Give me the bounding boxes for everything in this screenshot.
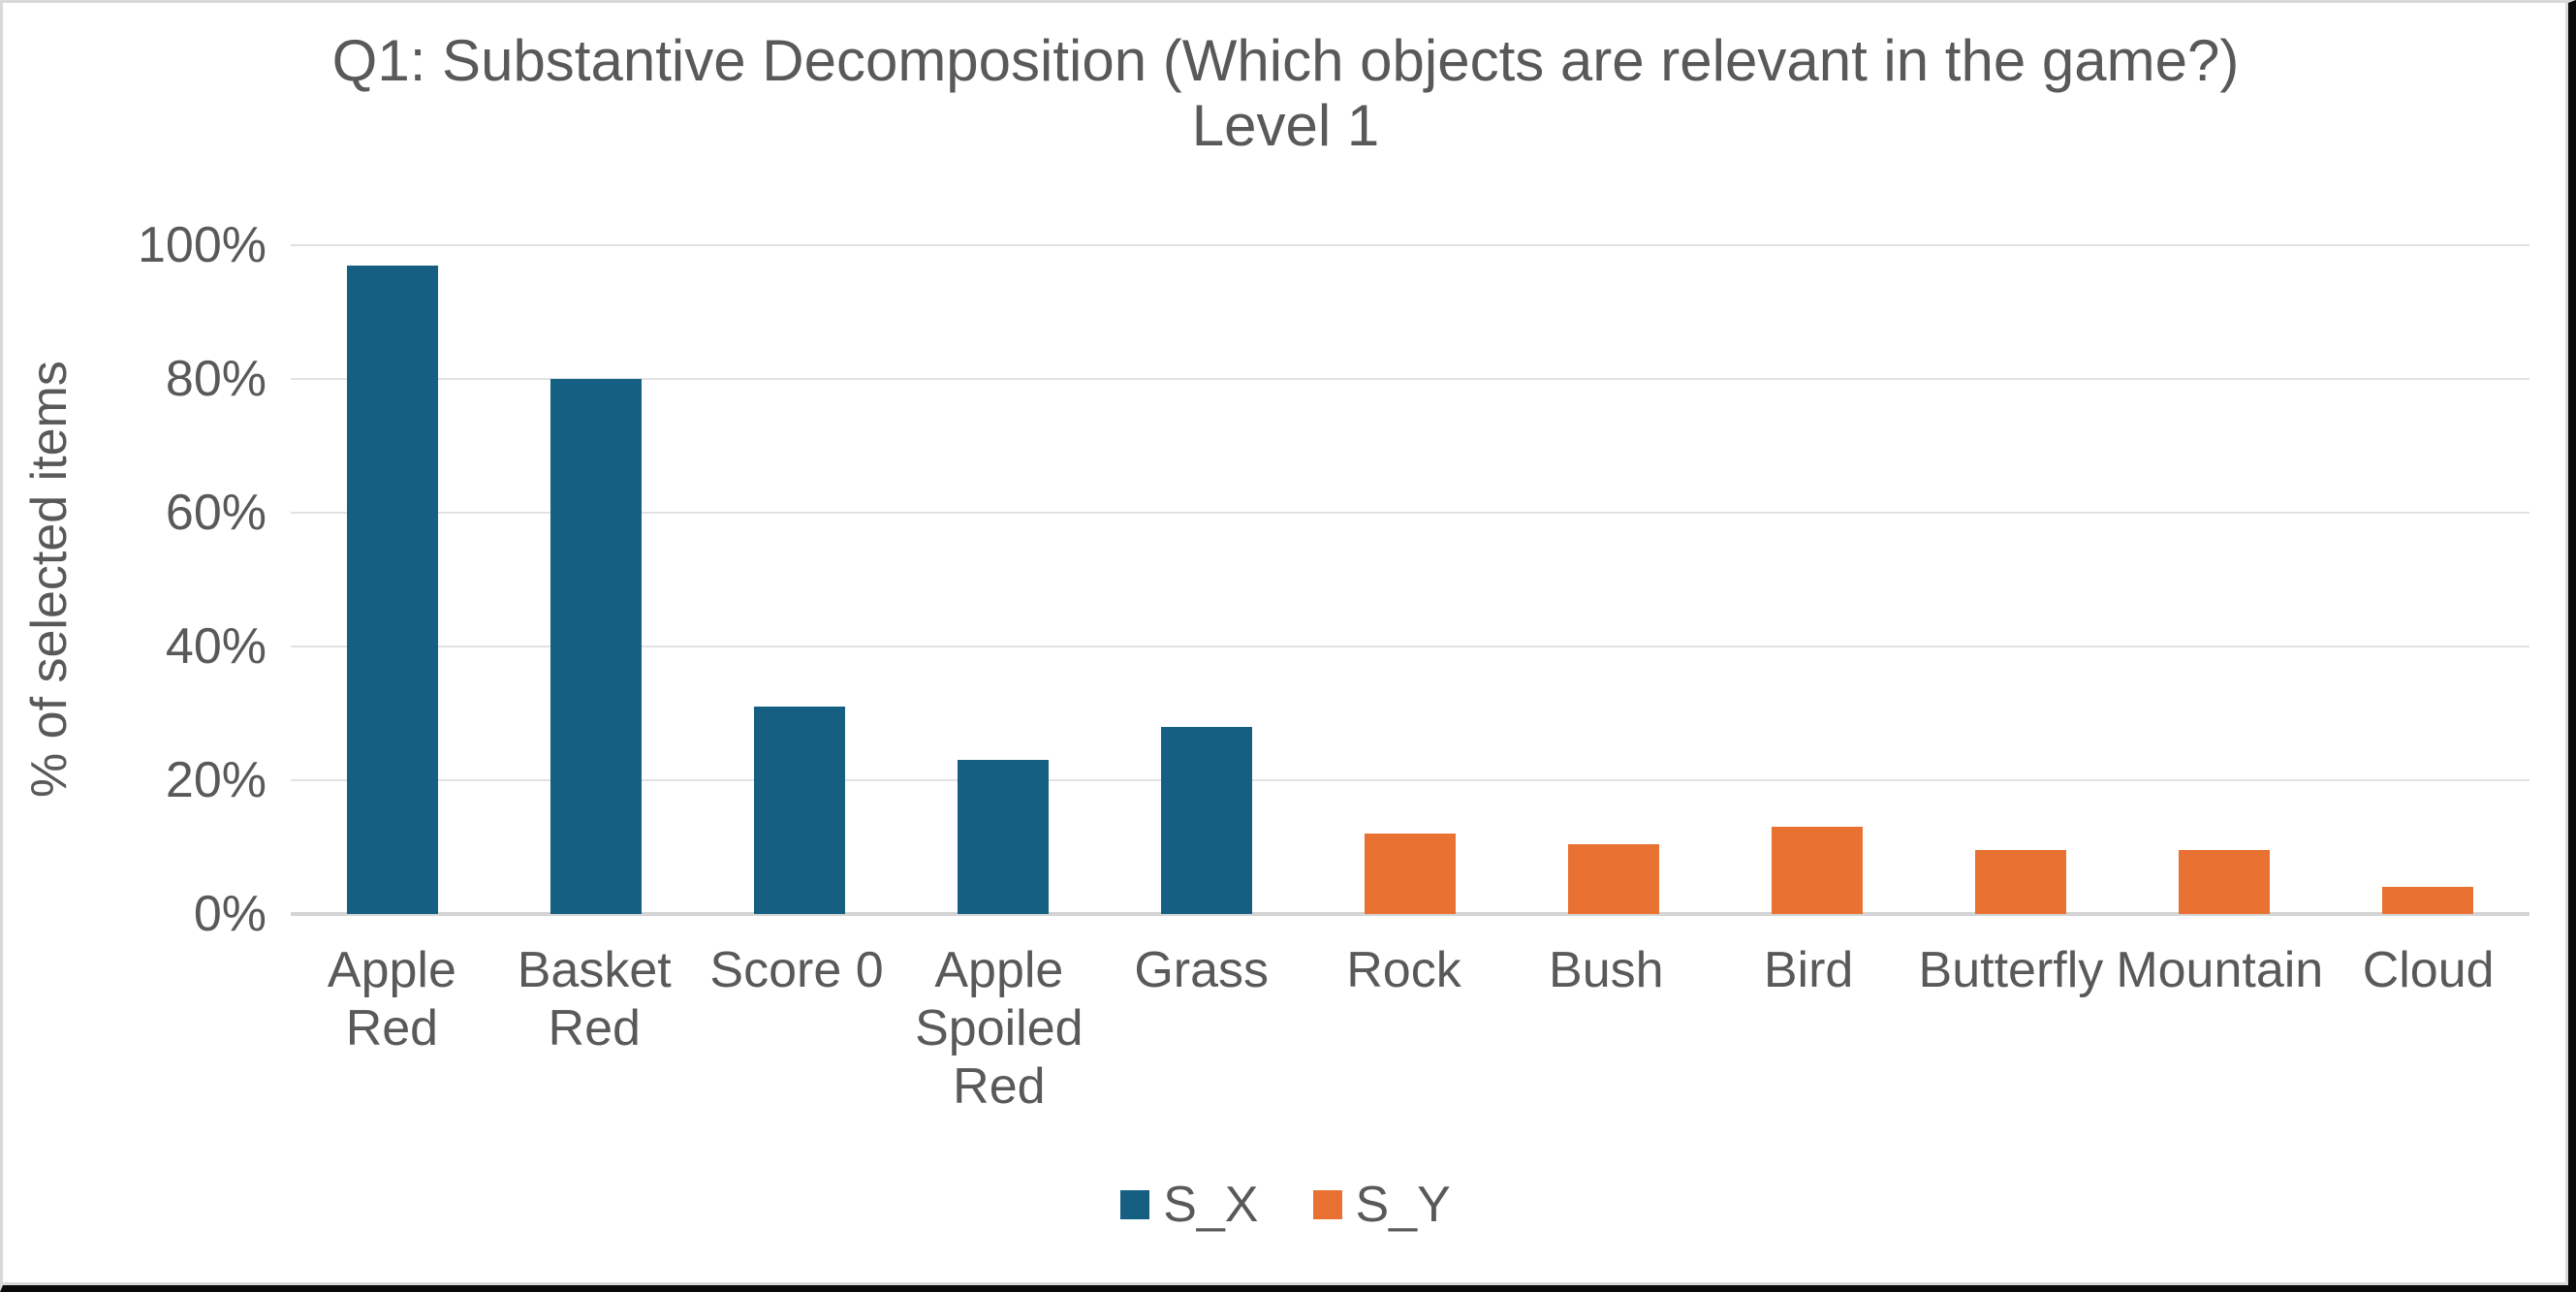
bar-grass bbox=[1160, 726, 1253, 914]
gridline bbox=[291, 646, 2529, 647]
bar-bird bbox=[1771, 827, 1864, 914]
chart-title-line1: Q1: Substantive Decomposition (Which obj… bbox=[331, 28, 2240, 93]
x-axis-label: Cloud bbox=[2362, 942, 2495, 998]
x-axis-label: Bush bbox=[1549, 942, 1664, 998]
bar-slot bbox=[1512, 245, 1715, 914]
x-axis-label: Bird bbox=[1763, 942, 1854, 998]
bar-slot bbox=[1919, 245, 2122, 914]
gridline bbox=[291, 378, 2529, 380]
bar-score-0 bbox=[753, 707, 846, 914]
bar-slot bbox=[698, 245, 901, 914]
x-axis-label: Basket Red bbox=[517, 942, 672, 1056]
bar-mountain bbox=[2178, 850, 2271, 914]
chart-title-line2: Level 1 bbox=[1191, 93, 1380, 158]
bar-apple-red bbox=[346, 265, 439, 914]
bar-slot bbox=[291, 245, 494, 914]
bar-slot bbox=[1308, 245, 1512, 914]
y-axis-tick-label: 100% bbox=[138, 217, 267, 273]
legend-item-s_y: S_Y bbox=[1312, 1177, 1451, 1233]
bar-slot bbox=[901, 245, 1105, 914]
gridline bbox=[291, 512, 2529, 514]
bar-slot bbox=[1105, 245, 1308, 914]
y-axis-tick-label: 60% bbox=[165, 485, 267, 541]
bar-butterfly bbox=[1974, 850, 2067, 914]
y-axis-tick-label: 20% bbox=[165, 752, 267, 808]
legend-label: S_Y bbox=[1355, 1177, 1451, 1233]
bar-slot bbox=[494, 245, 698, 914]
x-axis-label: Butterfly bbox=[1918, 942, 2104, 998]
gridline bbox=[291, 244, 2529, 246]
gridline bbox=[291, 779, 2529, 781]
x-axis-label: Score 0 bbox=[709, 942, 884, 998]
bar-slot bbox=[1715, 245, 1919, 914]
legend-label: S_X bbox=[1163, 1177, 1259, 1233]
x-axis-label: Apple Spoiled Red bbox=[915, 942, 1084, 1115]
x-axis-label: Grass bbox=[1134, 942, 1269, 998]
y-axis-tick-labels: 0% 20% 40% 60% 80% 100% bbox=[3, 218, 267, 941]
legend-swatch-icon bbox=[1312, 1190, 1342, 1219]
x-axis-label: Rock bbox=[1346, 942, 1461, 998]
bar-bush bbox=[1567, 843, 1660, 914]
x-axis-label: Apple Red bbox=[327, 942, 456, 1056]
y-axis-tick-label: 0% bbox=[193, 886, 267, 942]
y-axis-tick-label: 40% bbox=[165, 618, 267, 675]
bar-cloud bbox=[2381, 887, 2474, 914]
legend: S_X S_Y bbox=[3, 1178, 2568, 1232]
bar-slot bbox=[2326, 245, 2529, 914]
bar-slot bbox=[2122, 245, 2326, 914]
x-axis-line bbox=[291, 912, 2529, 916]
bar-rock bbox=[1364, 834, 1457, 914]
x-axis-labels: Apple Red Basket Red Score 0 Apple Spoiled … bbox=[291, 941, 2529, 1116]
chart-title: Q1: Substantive Decomposition (Which obj… bbox=[3, 28, 2568, 158]
legend-swatch-icon bbox=[1120, 1190, 1150, 1219]
legend-item-s_x: S_X bbox=[1120, 1177, 1259, 1233]
plot-area bbox=[291, 244, 2529, 916]
x-axis-label: Mountain bbox=[2116, 942, 2324, 998]
bar-basket-red bbox=[550, 379, 643, 914]
y-axis-tick-label: 80% bbox=[165, 351, 267, 407]
bar-apple-spoiled-red bbox=[957, 760, 1050, 914]
bar-row bbox=[291, 245, 2529, 914]
